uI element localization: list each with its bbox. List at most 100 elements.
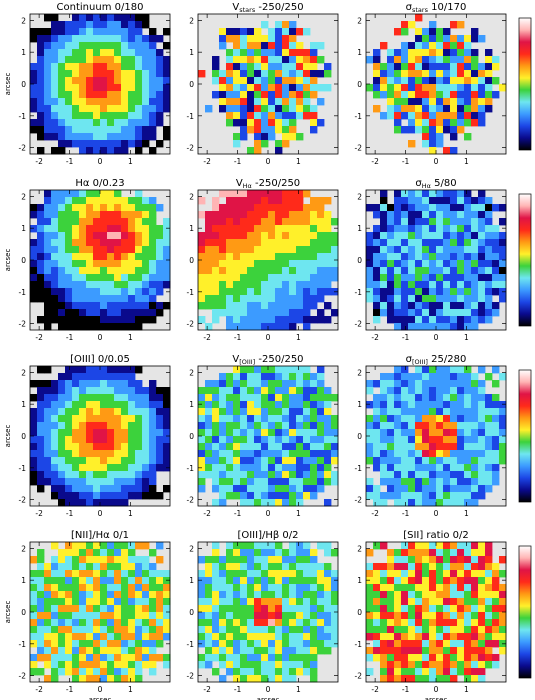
map-cell	[247, 28, 255, 36]
map-cell	[261, 281, 269, 289]
map-cell	[471, 464, 479, 472]
map-cell	[464, 598, 472, 606]
map-cell	[401, 84, 409, 92]
map-cell	[317, 387, 325, 395]
map-cell	[65, 323, 73, 331]
map-cell	[268, 126, 276, 134]
map-cell	[135, 105, 143, 113]
map-cell	[436, 654, 444, 662]
map-cell	[72, 197, 80, 205]
map-cell	[247, 260, 255, 268]
map-cell	[114, 605, 122, 613]
map-cell	[107, 612, 115, 620]
map-cell	[415, 492, 423, 500]
map-cell	[429, 499, 437, 507]
map-cell	[387, 239, 395, 247]
map-cell	[93, 577, 101, 585]
map-cell	[240, 35, 248, 43]
map-cell	[121, 612, 129, 620]
map-cell	[373, 422, 381, 430]
map-cell	[457, 309, 465, 317]
map-cell	[478, 556, 486, 564]
map-cell	[492, 408, 500, 416]
map-cell	[331, 584, 339, 592]
map-cell	[387, 612, 395, 620]
map-cell	[198, 70, 206, 78]
map-cell	[114, 77, 122, 85]
map-cell	[226, 246, 234, 254]
map-cell	[457, 366, 465, 374]
map-cell	[37, 366, 45, 374]
map-cell	[212, 260, 220, 268]
map-cell	[422, 584, 430, 592]
map-cell	[72, 387, 80, 395]
map-cell	[107, 640, 115, 648]
map-cell	[317, 295, 325, 303]
map-cell	[30, 478, 38, 486]
map-cell	[128, 401, 136, 409]
map-cell	[261, 556, 269, 564]
map-cell	[212, 478, 220, 486]
map-cell	[114, 647, 122, 655]
map-cell	[380, 63, 388, 71]
map-cell	[492, 605, 500, 613]
map-cell	[44, 323, 52, 331]
map-cell	[114, 225, 122, 233]
map-cell	[226, 563, 234, 571]
map-cell	[429, 260, 437, 268]
map-cell	[247, 246, 255, 254]
map-cell	[394, 225, 402, 233]
map-cell	[93, 422, 101, 430]
map-cell	[422, 105, 430, 113]
map-cell	[233, 394, 241, 402]
map-cell	[450, 105, 458, 113]
map-cell	[317, 267, 325, 275]
map-cell	[324, 302, 332, 310]
map-cell	[303, 450, 311, 458]
map-cell	[436, 436, 444, 444]
map-cell	[128, 316, 136, 324]
map-cell	[254, 640, 262, 648]
map-cell	[44, 647, 52, 655]
map-cell	[289, 91, 297, 99]
map-cell	[72, 626, 80, 634]
map-cell	[450, 204, 458, 212]
map-cell	[121, 91, 129, 99]
map-cell	[261, 211, 269, 219]
map-cell	[142, 457, 150, 465]
map-cell	[429, 70, 437, 78]
map-cell	[380, 661, 388, 669]
map-cell	[128, 21, 136, 29]
map-cell	[226, 98, 234, 106]
map-cell	[233, 464, 241, 472]
map-cell	[380, 274, 388, 282]
map-cell	[268, 218, 276, 226]
map-cell	[135, 63, 143, 71]
map-cell	[93, 21, 101, 29]
map-cell	[282, 112, 290, 120]
map-cell	[373, 626, 381, 634]
map-cell	[65, 112, 73, 120]
map-cell	[282, 197, 290, 205]
map-cell	[429, 253, 437, 261]
x-tick-label: -2	[371, 333, 379, 342]
map-cell	[478, 63, 486, 71]
map-cell	[72, 84, 80, 92]
map-cell	[212, 63, 220, 71]
map-cell	[401, 112, 409, 120]
map-cell	[149, 28, 157, 36]
map-cell	[58, 239, 66, 247]
map-cell	[205, 288, 213, 296]
map-cell	[261, 640, 269, 648]
map-cell	[464, 415, 472, 423]
map-cell	[254, 133, 262, 141]
map-cell	[380, 640, 388, 648]
map-cell	[51, 485, 59, 493]
map-cell	[37, 380, 45, 388]
map-cell	[72, 140, 80, 148]
map-cell	[65, 295, 73, 303]
map-cell	[233, 253, 241, 261]
map-cell	[79, 591, 87, 599]
map-cell	[219, 246, 227, 254]
map-cell	[422, 218, 430, 226]
